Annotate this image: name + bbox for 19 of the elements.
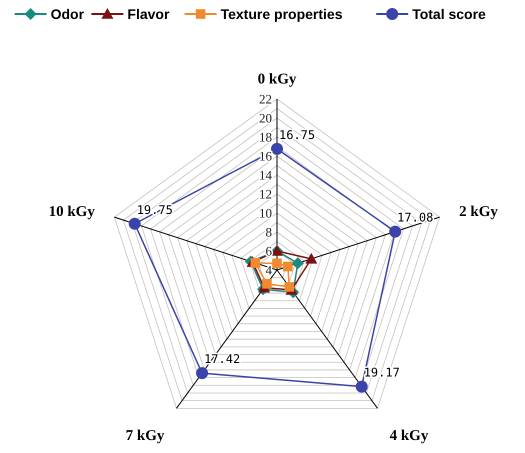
legend-label: Texture properties bbox=[220, 6, 343, 22]
y-tick-label: 12 bbox=[259, 186, 272, 202]
spoke-label: 4 kGy bbox=[390, 428, 429, 444]
y-tick-label: 20 bbox=[259, 110, 272, 126]
spoke-label: 2 kGy bbox=[459, 204, 498, 220]
data-label: 19.17 bbox=[364, 366, 400, 380]
legend-label: Flavor bbox=[127, 6, 170, 22]
spoke-label: 0 kGy bbox=[258, 72, 297, 88]
y-tick-label: 10 bbox=[259, 206, 272, 221]
legend-label: Odor bbox=[50, 6, 85, 22]
legend-label: Total score bbox=[412, 6, 486, 22]
y-tick-label: 22 bbox=[259, 92, 272, 107]
y-tick-label: 14 bbox=[259, 168, 272, 183]
data-label: 17.08 bbox=[397, 210, 434, 225]
y-tick-label: 18 bbox=[259, 130, 272, 145]
y-tick-label: 8 bbox=[266, 224, 272, 240]
spoke-label: 10 kGy bbox=[48, 204, 96, 220]
spoke-label: 7 kGy bbox=[126, 428, 165, 444]
data-label: 16.75 bbox=[279, 128, 316, 142]
